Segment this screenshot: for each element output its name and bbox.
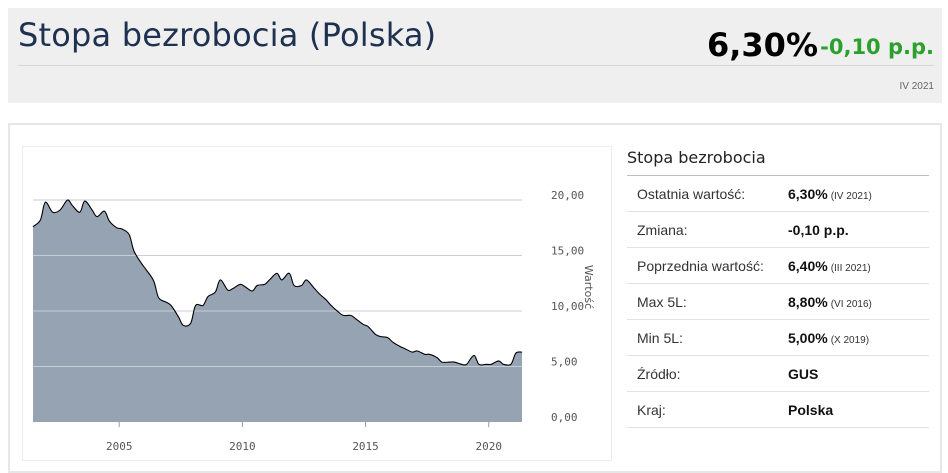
x-tick-label: 2020 — [475, 440, 502, 453]
info-value: Polska — [788, 402, 834, 418]
info-period: (III 2021) — [830, 263, 871, 274]
x-tick-label: 2005 — [106, 440, 133, 453]
info-value-group: 8,80% (VI 2016) — [788, 294, 872, 312]
info-row: Zmiana: -0,10 p.p. — [627, 212, 929, 248]
info-label: Kraj: — [637, 402, 666, 418]
x-tick-label: 2015 — [352, 440, 379, 453]
y-tick-label: 0,00 — [551, 411, 578, 424]
info-row: Ostatnia wartość: 6,30% (IV 2021) — [627, 176, 929, 212]
page-title: Stopa bezrobocia (Polska) — [18, 16, 437, 54]
chart-container[interactable]: 0,00 5,00 10,00 15,00 20,00 2005 2010 2015 2020 W… — [22, 146, 612, 461]
current-value: 6,30% — [706, 26, 818, 64]
info-value-group: -0,10 p.p. — [788, 222, 849, 240]
x-tick-label: 2010 — [229, 440, 256, 453]
y-tick-label: 15,00 — [551, 245, 584, 258]
info-value: 6,30% — [788, 186, 828, 202]
info-period: (VI 2016) — [830, 299, 872, 310]
header-panel: Stopa bezrobocia (Polska) 6,30% -0,10 p.… — [8, 8, 942, 103]
info-period: (X 2019) — [830, 335, 870, 346]
info-title: Stopa bezrobocia — [627, 146, 929, 176]
y-tick-label: 20,00 — [551, 189, 584, 202]
info-label: Min 5L: — [637, 330, 683, 346]
info-row: Poprzednia wartość: 6,40% (III 2021) — [627, 248, 929, 284]
info-label: Ostatnia wartość: — [637, 186, 746, 202]
info-row: Kraj: Polska — [627, 392, 929, 428]
y-tick-label: 10,00 — [551, 300, 584, 313]
info-value: 6,40% — [788, 258, 828, 274]
info-value-group: GUS — [788, 366, 818, 384]
info-value-group: 6,30% (IV 2021) — [788, 186, 872, 204]
info-row: Min 5L: 5,00% (X 2019) — [627, 320, 929, 356]
info-value-group: 5,00% (X 2019) — [788, 330, 869, 348]
change-value: -0,10 p.p. — [820, 35, 934, 59]
info-row: Źródło: GUS — [627, 356, 929, 392]
period-label: IV 2021 — [899, 81, 934, 92]
info-value: 5,00% — [788, 330, 828, 346]
header-divider — [18, 65, 934, 66]
info-value: -0,10 p.p. — [788, 222, 849, 238]
y-axis-title: Wartość — [582, 265, 595, 309]
info-row: Max 5L: 8,80% (VI 2016) — [627, 284, 929, 320]
info-value: GUS — [788, 366, 819, 382]
info-period: (IV 2021) — [830, 191, 872, 202]
info-value: 8,80% — [788, 294, 828, 310]
unemployment-chart[interactable]: 0,00 5,00 10,00 15,00 20,00 2005 2010 2015 2020 W… — [23, 147, 611, 460]
info-panel: Stopa bezrobocia Ostatnia wartość: 6,30%(… — [627, 146, 929, 428]
info-value-group: 6,40% (III 2021) — [788, 258, 871, 276]
info-label: Źródło: — [637, 366, 681, 382]
info-label: Zmiana: — [637, 222, 688, 238]
info-label: Max 5L: — [637, 294, 687, 310]
info-table: Ostatnia wartość: 6,30% (IV 2021) Zmiana: -0… — [627, 176, 929, 428]
info-label: Poprzednia wartość: — [637, 258, 764, 274]
info-value-group: Polska — [788, 402, 833, 420]
y-tick-label: 5,00 — [551, 356, 578, 369]
series-line — [32, 199, 523, 366]
